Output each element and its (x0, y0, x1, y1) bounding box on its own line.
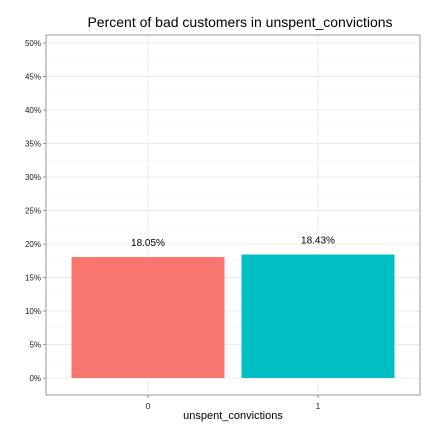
x-tick-label: 0 (146, 402, 151, 411)
x-tick-label: 1 (316, 402, 321, 411)
x-axis-title: unspent_convictions (183, 410, 283, 422)
bar-1 (241, 254, 395, 378)
data-labels: 18.05% 18.43% (131, 236, 335, 250)
y-axis: 0% 5% 10% 15% 20% 25% 30% 35% 40% 45% 50% (25, 39, 46, 383)
y-tick-label: 0% (29, 374, 41, 383)
y-tick-label: 45% (25, 73, 41, 82)
y-tick-label: 50% (25, 39, 41, 48)
bar-0 (71, 257, 225, 378)
bars (71, 254, 395, 378)
y-tick-label: 30% (25, 173, 41, 182)
y-tick-label: 20% (25, 240, 41, 249)
chart-title: Percent of bad customers in unspent_conv… (87, 14, 392, 30)
y-tick-label: 10% (25, 307, 41, 316)
y-tick-label: 15% (25, 274, 41, 283)
data-label-1: 18.43% (301, 236, 335, 247)
data-label-0: 18.05% (131, 238, 165, 249)
y-tick-label: 25% (25, 207, 41, 216)
y-tick-label: 5% (29, 341, 41, 350)
y-tick-label: 40% (25, 106, 41, 115)
y-tick-label: 35% (25, 140, 41, 149)
plot-panel-border (45, 34, 421, 396)
